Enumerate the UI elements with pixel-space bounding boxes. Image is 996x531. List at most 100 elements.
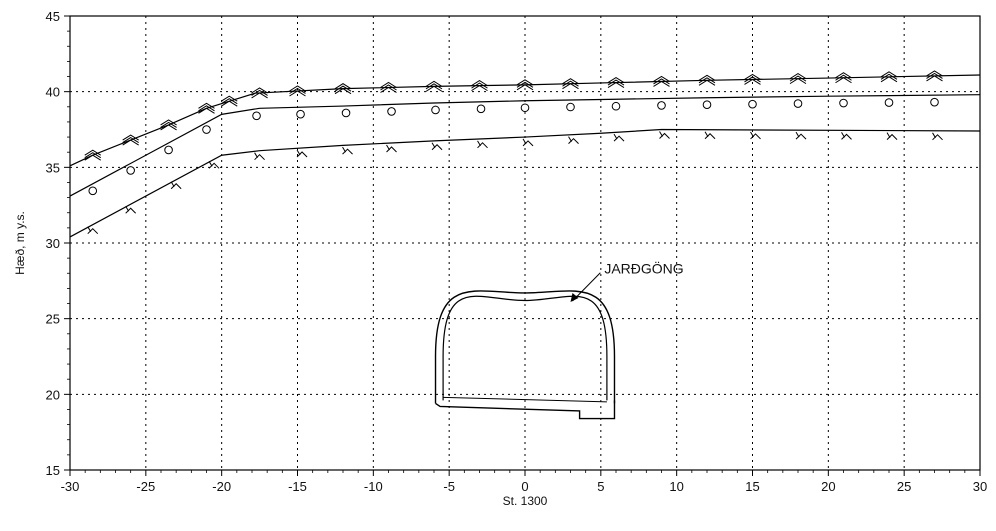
hatch-stroke [198,107,215,114]
chevron-stroke [477,142,488,149]
y-tick-label: 40 [46,85,60,100]
hatch-stroke [122,137,139,144]
x-tick-label: 5 [597,479,604,494]
ground-surface-marker [289,85,306,97]
chevron-tail [125,206,130,212]
hatch-stroke [251,92,268,99]
rock-surface-marker [296,149,308,158]
chevron-tail [254,152,259,158]
hatch-stroke [198,102,215,109]
x-axis-title: St. 1300 [503,494,548,508]
rock-surface-marker [886,132,898,140]
hatch-stroke [334,85,352,92]
y-tick-label: 30 [46,236,60,251]
hatch-stroke [516,81,534,88]
chevron-tail [613,133,618,140]
chevron-stroke [932,134,943,141]
tunnel-inner-outline [442,295,608,401]
hatch-stroke [471,85,488,92]
hatch-stroke [607,81,625,89]
ground-surface-marker [926,70,943,82]
annotation-arrowhead [570,293,579,303]
chevron-stroke [659,132,670,139]
y-tick-label: 25 [46,312,60,327]
series-line-rock-surface [69,128,981,238]
y-tick-label: 35 [46,160,60,175]
x-tick-label: -10 [364,479,383,494]
hatch-stroke [84,152,102,159]
chevron-tail [841,132,845,138]
y-tick-label: 15 [46,463,60,478]
hatch-stroke [607,79,625,86]
chevron-tail [750,131,754,138]
rock-surface-marker [613,133,625,142]
ground-surface-marker [744,73,761,85]
ground-surface-marker [160,119,177,131]
chevron-stroke [170,183,182,190]
ground-surface-marker [789,73,807,85]
circle-marker [657,101,666,110]
circle-marker [702,100,712,110]
circle-marker [252,111,261,121]
hatch-stroke [220,98,238,105]
circle-marker [520,103,530,113]
circle-marker [793,99,803,108]
hatch-stroke [289,85,306,92]
x-tick-label: 30 [973,479,987,494]
hatch-stroke [160,119,177,126]
hatch-stroke [198,105,215,112]
circle-marker [387,107,396,116]
hatch-stroke [926,72,943,79]
chevron-stroke [254,153,265,161]
chevron-tail [886,132,891,138]
hatch-stroke [516,84,534,91]
hatch-stroke [698,79,716,86]
hatch-stroke [380,86,397,93]
hatch-stroke [607,76,625,84]
circle-marker [126,166,135,175]
hatch-stroke [334,83,352,90]
rock-surface-marker [841,132,852,140]
series-group [69,70,981,238]
chevron-stroke [87,227,99,235]
series-line-circles [69,94,981,197]
tunnel-road-line [443,396,607,403]
rock-surface-marker [170,181,182,190]
hatch-stroke [880,73,898,80]
x-tick-label: -5 [443,479,455,494]
hatch-stroke [289,90,306,97]
axis-ticks: -30 -25 -20 -15 -10 -5 0 5 10 15 20 25 30 15 20 25 30 35 4… [46,9,988,494]
rock-surface-marker [568,136,579,144]
chevron-tail [568,136,572,142]
rock-surface-marker [208,161,220,169]
chevron-tail [208,161,213,167]
circle-marker [202,125,211,134]
hatch-stroke [789,75,807,82]
ground-surface-marker [471,80,488,92]
chevron-stroke [886,133,898,140]
ground-surface-marker [198,102,215,114]
rock-surface-marker [342,146,353,155]
hatch-stroke [380,81,397,88]
x-tick-label: -20 [212,479,231,494]
grid [70,16,980,470]
rock-surface-marker [704,131,716,140]
chevron-stroke [841,133,852,140]
chevron-stroke [208,162,220,169]
ground-surface-marker [880,71,898,83]
hatch-stroke [744,78,761,85]
rock-surface-marker [659,131,670,139]
chevron-tail [342,146,346,153]
hatch-stroke [160,124,177,131]
x-tick-label: 0 [521,479,528,494]
y-tick-label: 20 [46,387,60,402]
x-tick-label: 25 [897,479,911,494]
hatch-stroke [289,87,306,94]
hatch-stroke [653,78,670,85]
rock-surface-marker [932,132,943,141]
ground-surface-marker [653,75,670,87]
hatch-stroke [562,83,579,90]
chevron-stroke [613,135,625,142]
annotation-label: JARÐGÖNG [604,260,683,277]
